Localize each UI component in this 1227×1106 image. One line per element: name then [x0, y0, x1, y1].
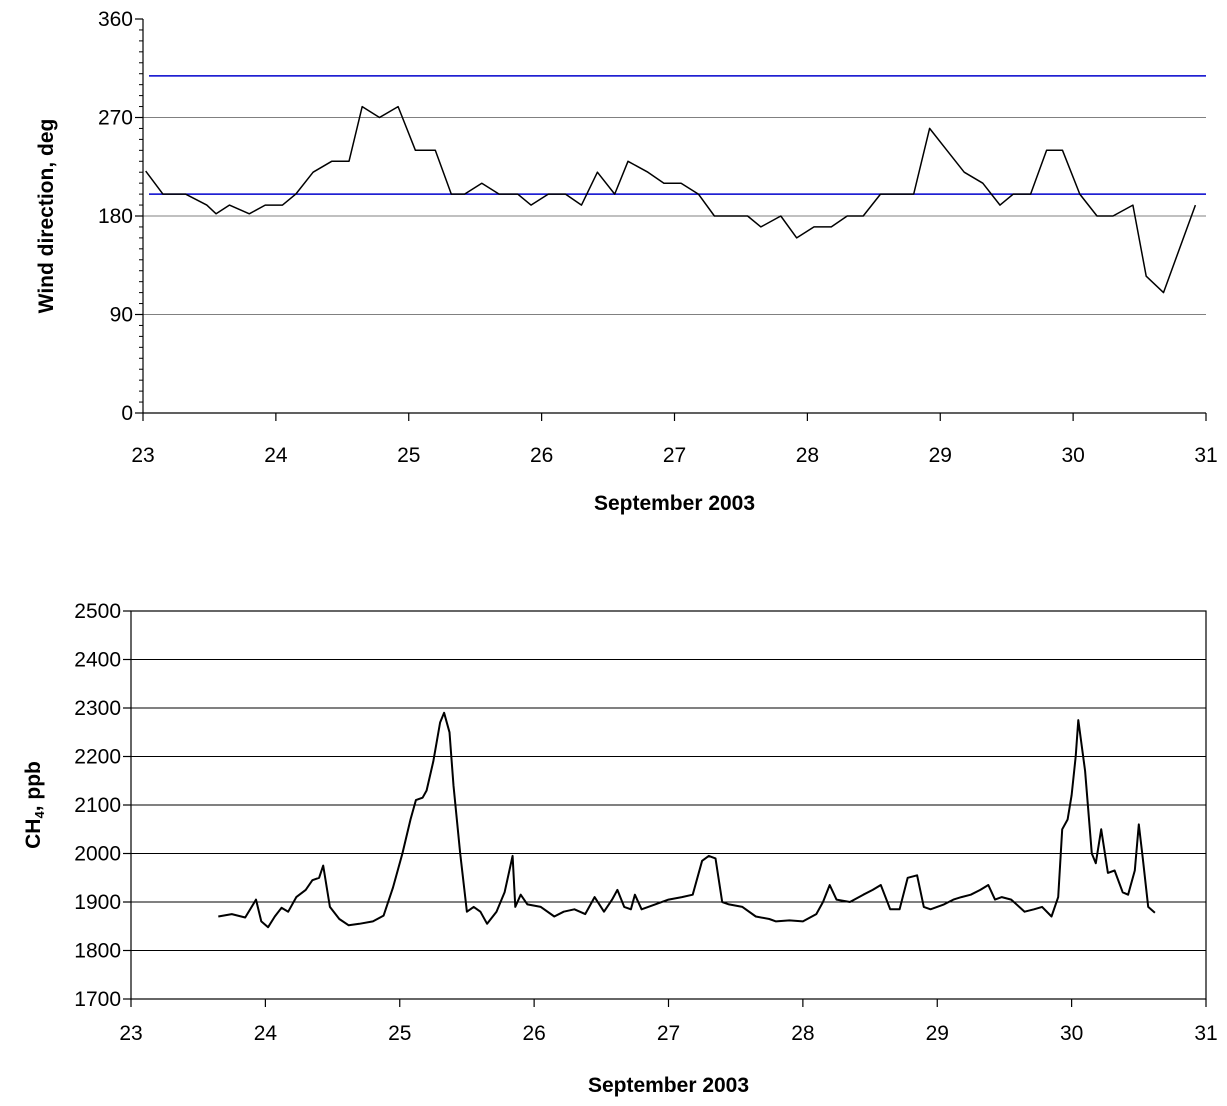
- x-tick-label: 26: [530, 444, 553, 467]
- y-tick-label: 360: [98, 8, 133, 31]
- x-tick-label: 27: [657, 1022, 680, 1045]
- x-tick-label: 28: [791, 1022, 814, 1045]
- y-tick-label: 270: [98, 107, 133, 130]
- x-tick-label: 29: [926, 1022, 949, 1045]
- ch4-chart: 1700 1800 1900 2000 2100 2200 2300 2400 2500 23 24…: [22, 600, 1218, 1097]
- x-tick-label: 25: [388, 1022, 411, 1045]
- x-tick-label: 31: [1194, 444, 1217, 467]
- x-tick-label: 26: [522, 1022, 545, 1045]
- y-tick-label: 2100: [74, 794, 121, 817]
- y-tick-label: 1900: [74, 891, 121, 914]
- y-tick-label: 2500: [74, 600, 121, 623]
- series-line: [218, 711, 1156, 929]
- x-tick-label: 27: [663, 444, 686, 467]
- y-axis-title: Wind direction, deg: [35, 119, 58, 314]
- y-tick-label: 0: [121, 402, 133, 425]
- y-tick-label: 180: [98, 205, 133, 228]
- x-tick-label: 30: [1060, 1022, 1083, 1045]
- y-tick-label: 2000: [74, 843, 121, 866]
- y-tick-label: 2300: [74, 697, 121, 720]
- x-tick-label: 30: [1061, 444, 1084, 467]
- y-tick-label: 2200: [74, 746, 121, 769]
- y-tick-label: 1700: [74, 988, 121, 1011]
- x-axis-title: September 2003: [588, 1074, 749, 1097]
- y-tick-label: 90: [110, 304, 133, 327]
- y-tick-label: 2400: [74, 649, 121, 672]
- y-axis-title: CH4, ppb: [22, 761, 47, 849]
- x-tick-label: 28: [796, 444, 819, 467]
- y-tick-label: 1800: [74, 940, 121, 963]
- x-tick-label: 25: [397, 444, 420, 467]
- x-axis-title: September 2003: [594, 492, 755, 515]
- x-tick-label: 29: [929, 444, 952, 467]
- wind-direction-chart: 0 90 180 270 360 23 24 25 26 27 28 29 30 31 September …: [35, 8, 1218, 515]
- x-tick-label: 31: [1194, 1022, 1217, 1045]
- x-tick-label: 23: [119, 1022, 142, 1045]
- series-line: [145, 105, 1197, 294]
- x-tick-label: 24: [264, 444, 288, 467]
- x-tick-label: 23: [131, 444, 154, 467]
- x-tick-label: 24: [254, 1022, 278, 1045]
